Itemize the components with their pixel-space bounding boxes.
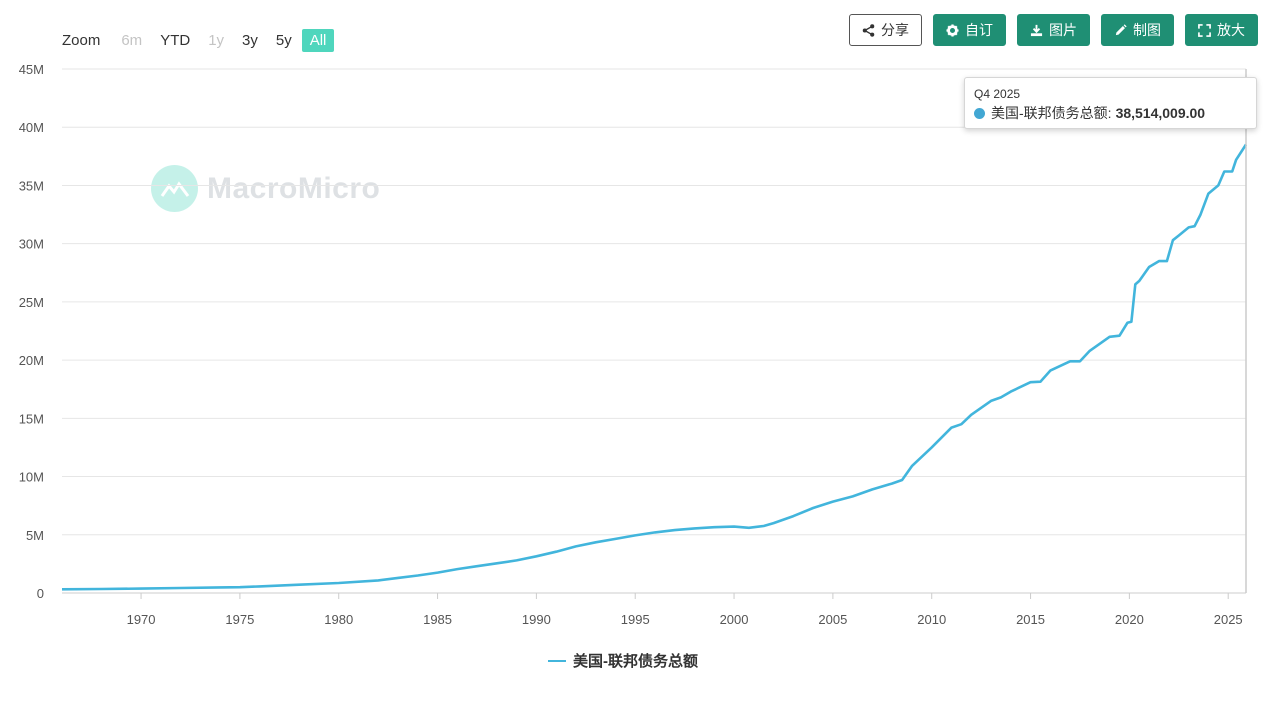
zoom-1y-button[interactable]: 1y xyxy=(208,31,225,49)
zoom-bar: Zoom 6m YTD 1y 3y 5y All xyxy=(62,27,336,53)
legend-swatch xyxy=(548,659,566,662)
download-image-button[interactable]: 图片 xyxy=(1017,14,1090,46)
y-tick-label: 5M xyxy=(26,528,44,543)
x-tick-label: 1970 xyxy=(127,612,156,627)
legend-item[interactable]: 美国-联邦债务总额 xyxy=(548,650,698,671)
y-tick-label: 35M xyxy=(19,178,44,193)
zoom-5y-button[interactable]: 5y xyxy=(275,31,292,49)
y-tick-label: 45M xyxy=(19,62,44,77)
tooltip-period: Q4 2025 xyxy=(974,87,1021,101)
zoom-3y-button[interactable]: 3y xyxy=(242,31,258,49)
share-icon xyxy=(862,23,875,37)
x-tick-label: 2010 xyxy=(917,612,946,627)
download-image-button-label: 图片 xyxy=(1049,22,1077,38)
y-tick-label: 30M xyxy=(19,237,44,252)
x-tick-label: 1995 xyxy=(621,612,650,627)
chart-toolbar: 分享 自订 图片 制图 放大 xyxy=(849,14,1258,46)
series-line xyxy=(61,143,1248,591)
y-axis: 0 5M 10M 15M 20M 25M 30M 35M 40M 45M xyxy=(19,62,44,601)
gear-icon xyxy=(946,23,959,37)
macromicro-logo-icon xyxy=(151,165,198,212)
y-tick-label: 25M xyxy=(19,295,44,310)
chart-gridlines xyxy=(62,68,1246,594)
x-axis: 1970 1975 1980 1985 1990 1995 2000 2005 2010 2015… xyxy=(127,593,1243,627)
tooltip-value: 38,514,009.00 xyxy=(1115,105,1206,121)
zoom-label: Zoom xyxy=(62,31,101,49)
x-tick-label: 1985 xyxy=(423,612,452,627)
expand-button-label: 放大 xyxy=(1217,22,1245,38)
tooltip: Q4 2025 美国-联邦债务总额: 38,514,009.00 xyxy=(964,77,1257,129)
x-tick-label: 2005 xyxy=(818,612,847,627)
tooltip-row: 美国-联邦债务总额: 38,514,009.00 xyxy=(974,103,1256,123)
y-tick-label: 40M xyxy=(19,120,44,135)
pencil-icon xyxy=(1114,23,1127,37)
y-tick-label: 15M xyxy=(19,411,44,426)
tooltip-series-name: 美国-联邦债务总额: xyxy=(991,105,1112,121)
watermark-text: MacroMicro xyxy=(207,171,381,205)
zoom-all-button[interactable]: All xyxy=(301,28,335,52)
x-tick-label: 2015 xyxy=(1016,612,1045,627)
customize-button[interactable]: 自订 xyxy=(933,14,1006,46)
download-icon xyxy=(1030,24,1043,37)
legend-label: 美国-联邦债务总额 xyxy=(573,653,698,670)
fullscreen-icon xyxy=(1198,23,1211,37)
expand-button[interactable]: 放大 xyxy=(1185,14,1258,46)
share-button-label: 分享 xyxy=(881,22,909,38)
y-tick-label: 20M xyxy=(19,353,44,368)
x-tick-label: 2000 xyxy=(720,612,749,627)
tooltip-series-dot xyxy=(974,107,985,119)
share-button[interactable]: 分享 xyxy=(849,14,922,46)
watermark: MacroMicro xyxy=(151,165,380,212)
y-tick-label: 0 xyxy=(37,586,44,601)
customize-button-label: 自订 xyxy=(965,22,993,38)
x-tick-label: 1975 xyxy=(225,612,254,627)
zoom-ytd-button[interactable]: YTD xyxy=(160,31,191,49)
series-layer xyxy=(61,143,1248,591)
zoom-6m-button[interactable]: 6m xyxy=(121,31,143,49)
y-tick-label: 10M xyxy=(19,470,44,485)
x-tick-label: 1980 xyxy=(324,612,353,627)
draw-chart-button[interactable]: 制图 xyxy=(1101,14,1174,46)
x-tick-label: 1990 xyxy=(522,612,551,627)
x-tick-label: 2025 xyxy=(1214,612,1243,627)
x-tick-label: 2020 xyxy=(1115,612,1144,627)
draw-chart-button-label: 制图 xyxy=(1133,22,1161,38)
